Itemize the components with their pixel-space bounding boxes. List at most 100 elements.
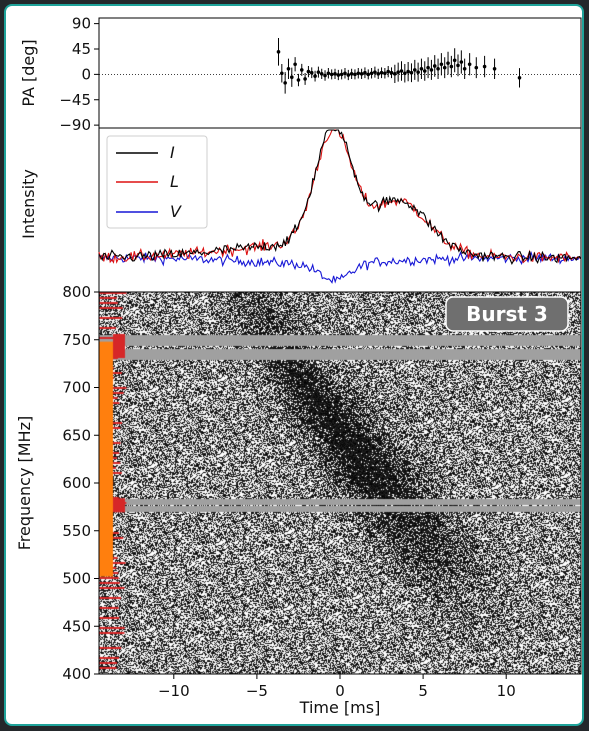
spectrum-xtick-label: −10 xyxy=(158,682,190,700)
figure-frame: 90 45 0 −45 −90 PA [deg] Intensity I L V xyxy=(4,4,584,726)
spectrum-panel: 800 750 700 650 600 550 500 450 400 −10 −5 0 5 10 Fr… xyxy=(15,283,582,717)
pa-ytick-label: 45 xyxy=(72,40,91,58)
spectrum-ytick-label: 450 xyxy=(62,617,91,635)
pa-point xyxy=(329,69,334,80)
pa-point xyxy=(467,53,472,76)
pa-point xyxy=(280,64,284,83)
pa-point xyxy=(399,61,404,81)
spectrum-image xyxy=(99,292,581,674)
pa-point xyxy=(343,68,347,79)
pa-point xyxy=(290,67,294,87)
pa-point xyxy=(383,68,387,79)
pa-point xyxy=(416,62,420,82)
pa-ytick-label: −45 xyxy=(59,91,91,109)
pa-point xyxy=(492,58,497,79)
pa-ylabel: PA [deg] xyxy=(19,39,38,106)
pa-point xyxy=(293,57,297,72)
legend-label-i: I xyxy=(170,143,175,162)
spectrum-ytick-label: 750 xyxy=(62,331,91,349)
burst-badge-label: Burst 3 xyxy=(466,302,548,326)
pa-point xyxy=(323,70,327,81)
pa-point xyxy=(359,68,364,79)
spectrum-xtick-label: 5 xyxy=(418,682,428,700)
pa-point xyxy=(369,68,374,79)
spectrum-ytick-label: 550 xyxy=(62,522,91,540)
pa-point xyxy=(373,66,377,78)
pa-ytick-label: 0 xyxy=(81,65,91,83)
spectrum-ytick-label: 800 xyxy=(62,283,91,301)
pa-panel: 90 45 0 −45 −90 PA [deg] xyxy=(19,15,582,134)
pa-ytick-label: −90 xyxy=(59,116,91,134)
pa-point xyxy=(299,63,304,76)
pa-axes-frame xyxy=(98,17,582,129)
pa-point xyxy=(462,58,467,79)
pa-point xyxy=(316,66,321,78)
spectrum-xlabel: Time [ms] xyxy=(299,698,381,717)
pa-point xyxy=(326,68,331,79)
pa-point xyxy=(379,67,384,79)
pa-points xyxy=(276,38,522,94)
pa-point xyxy=(363,67,367,79)
pa-point xyxy=(459,50,464,74)
legend-label-v: V xyxy=(170,202,182,221)
spectrum-ytick-label: 650 xyxy=(62,426,91,444)
pa-point xyxy=(333,68,337,79)
pa-point xyxy=(409,63,414,83)
pa-point xyxy=(286,58,291,79)
spectrum-xticks: −10 −5 0 5 10 xyxy=(158,674,516,700)
pa-point xyxy=(422,61,427,81)
pa-yticks: 90 45 0 −45 −90 xyxy=(59,15,99,134)
pa-point xyxy=(306,65,311,78)
pa-point xyxy=(386,65,391,78)
pa-point xyxy=(456,54,460,77)
pa-point xyxy=(474,57,479,79)
intensity-legend: I L V xyxy=(106,135,208,229)
intensity-line-l xyxy=(98,129,582,264)
pa-point xyxy=(336,69,341,81)
pa-point xyxy=(319,68,324,79)
spectrum-yticks: 800 750 700 650 600 550 500 450 400 xyxy=(62,283,99,683)
spectrum-ytick-label: 600 xyxy=(62,474,91,492)
pa-point xyxy=(429,59,434,80)
pa-point xyxy=(366,69,371,80)
spectrum-xtick-label: 0 xyxy=(335,682,345,700)
pa-point xyxy=(296,73,301,87)
pa-point xyxy=(426,57,430,79)
intensity-line-i xyxy=(98,129,582,265)
spectrum-image-holder xyxy=(99,292,581,674)
intensity-line-v xyxy=(98,251,582,284)
pa-point xyxy=(412,59,417,80)
pa-point xyxy=(283,72,287,94)
pa-point xyxy=(276,38,281,66)
spectrum-ylabel: Frequency [MHz] xyxy=(15,416,34,550)
spectrum-xtick-label: 10 xyxy=(497,682,516,700)
pa-point xyxy=(449,55,454,78)
pa-point xyxy=(309,67,314,79)
pa-point xyxy=(419,58,424,79)
pa-point xyxy=(389,67,394,79)
pa-point xyxy=(436,58,440,79)
pa-point xyxy=(356,68,361,79)
pa-point xyxy=(396,62,400,82)
pa-point xyxy=(339,69,344,80)
pa-ytick-label: 90 xyxy=(72,15,91,33)
pa-point xyxy=(482,55,487,78)
pa-point xyxy=(393,64,397,83)
pa-point xyxy=(303,72,307,85)
pa-point xyxy=(439,53,444,76)
pa-point xyxy=(403,64,407,83)
intensity-ylabel: Intensity xyxy=(19,169,38,239)
spectrum-xtick-label: −5 xyxy=(246,682,268,700)
pa-point xyxy=(376,68,381,79)
burst-badge-box xyxy=(445,296,569,332)
pa-point xyxy=(346,69,351,81)
intensity-lines xyxy=(98,129,582,284)
pa-point xyxy=(446,51,450,75)
legend-label-l: L xyxy=(170,172,179,191)
spectrum-ytick-label: 400 xyxy=(62,665,91,683)
burst-badge: Burst 3 xyxy=(445,296,569,332)
intensity-panel: Intensity I L V xyxy=(19,127,582,293)
pa-point xyxy=(313,70,317,82)
pa-point xyxy=(406,61,410,82)
pa-point xyxy=(517,68,522,88)
